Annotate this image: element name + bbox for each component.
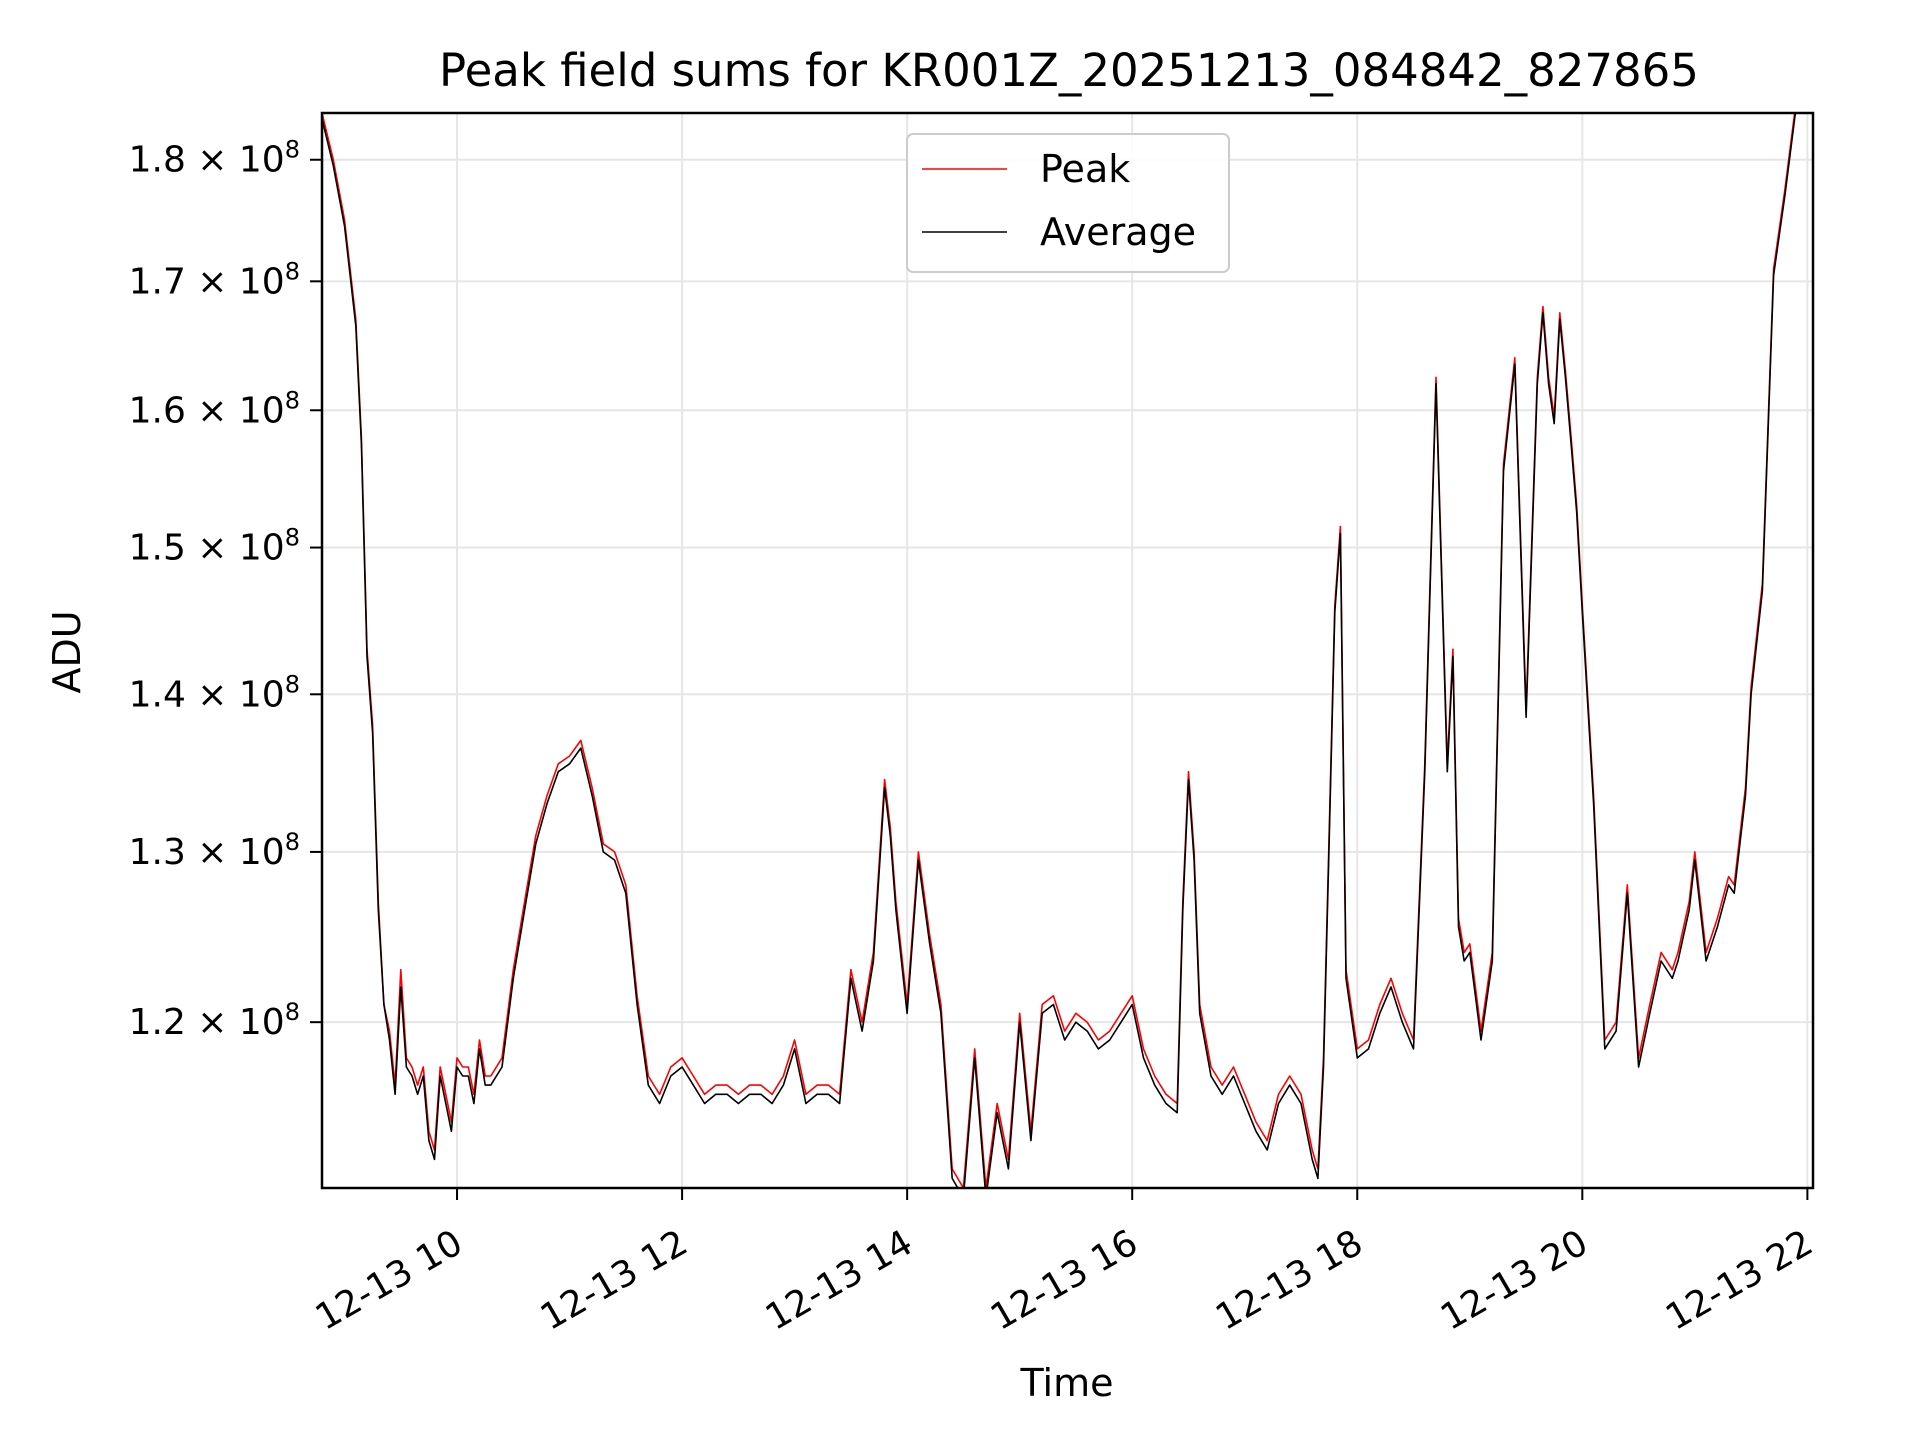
legend: Peak Average — [906, 133, 1230, 273]
y-tick-label: 1.5 × 108 — [129, 524, 300, 569]
y-axis-label: ADU — [45, 610, 89, 693]
y-tick-label: 1.2 × 108 — [129, 998, 300, 1043]
y-tick-label: 1.7 × 108 — [129, 257, 300, 302]
y-tick-label: 1.6 × 108 — [129, 386, 300, 431]
x-axis-label: Time — [1020, 1361, 1114, 1405]
plot-frame — [320, 111, 1815, 1190]
series-lines — [322, 113, 1797, 1188]
legend-label-average: Average — [1040, 210, 1196, 254]
y-tick-label: 1.3 × 108 — [129, 828, 300, 873]
y-tick-label: 1.8 × 108 — [129, 136, 300, 181]
legend-label-peak: Peak — [1040, 147, 1130, 191]
chart-title: Peak field sums for KR001Z_20251213_0848… — [439, 44, 1699, 97]
y-tick-label: 1.4 × 108 — [129, 670, 300, 715]
series-line-average — [322, 113, 1797, 1188]
y-axis: 1.2 × 108 1.3 × 108 1.4 × 108 1.5 × 108 1.6 … — [129, 136, 322, 1043]
